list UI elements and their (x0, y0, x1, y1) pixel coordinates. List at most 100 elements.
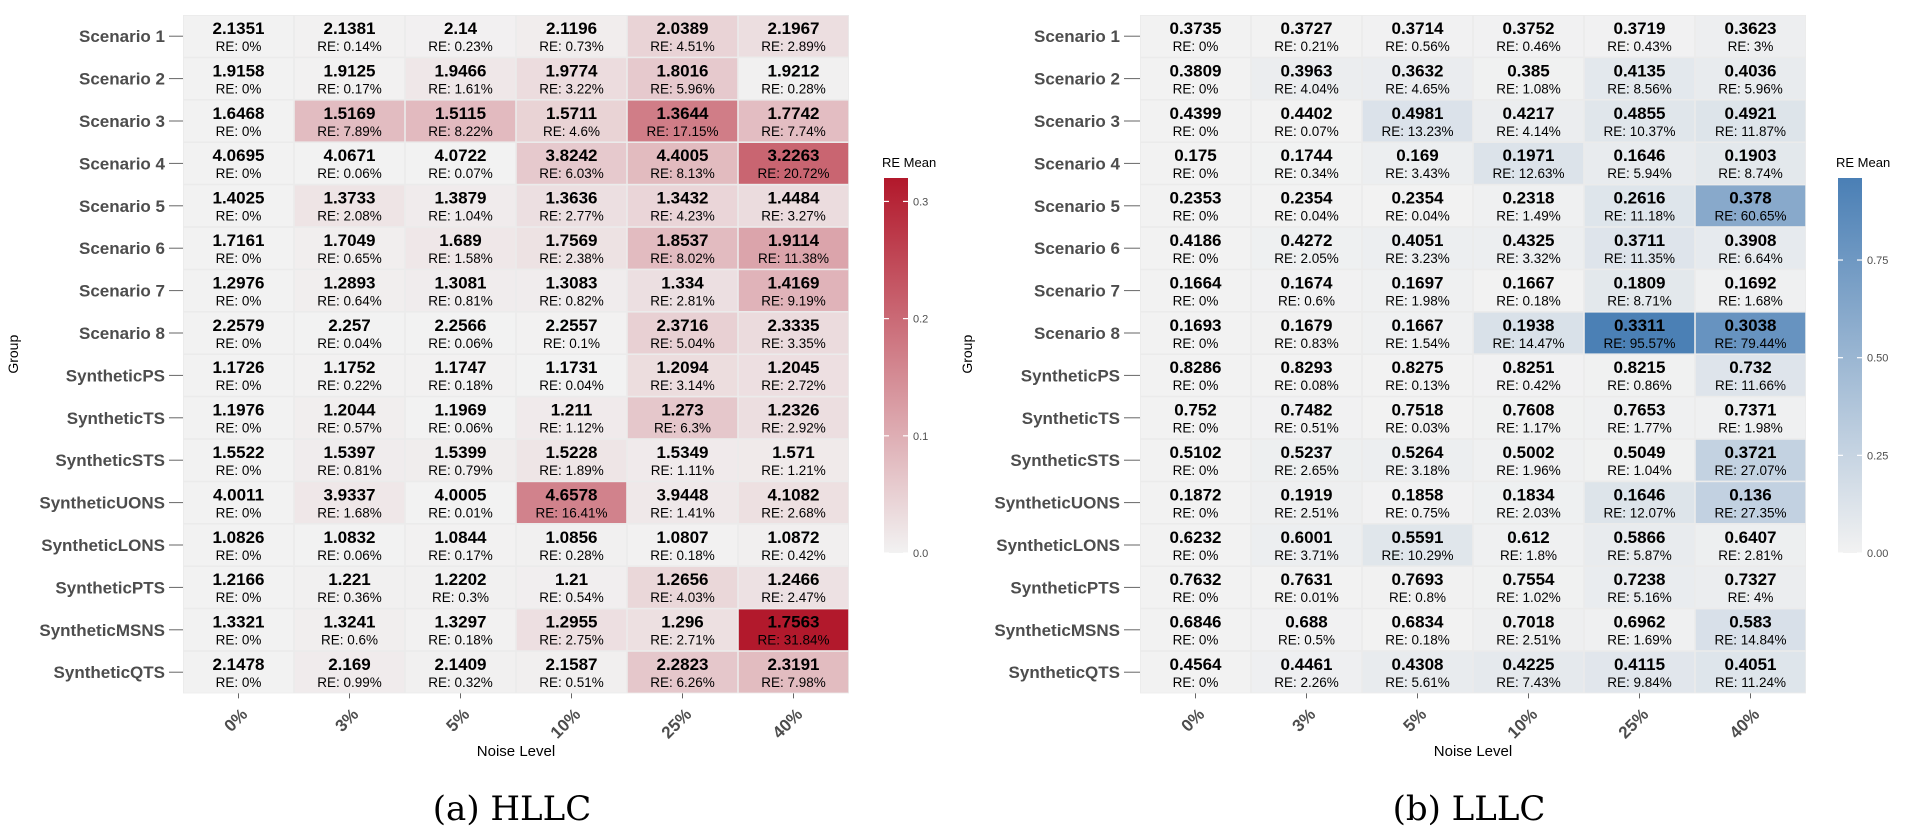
cell-value: 1.9114 (768, 231, 820, 250)
cell-re-label: RE: 1.58% (428, 251, 493, 266)
cell-value: 2.2823 (657, 655, 709, 674)
heatmap-cell (738, 270, 849, 311)
cell-re-label: RE: 0% (1173, 251, 1219, 266)
cell-re-label: RE: 0% (216, 590, 262, 605)
heatmap-cell (1473, 227, 1584, 269)
cell-re-label: RE: 3.35% (761, 336, 826, 351)
cell-re-label: RE: 7.89% (317, 124, 382, 139)
heatmap-cell (294, 58, 405, 99)
cell-re-label: RE: 0.01% (428, 505, 493, 520)
cell-re-label: RE: 0% (216, 81, 262, 96)
cell-value: 0.8286 (1170, 358, 1222, 377)
cell-value: 0.5102 (1170, 443, 1222, 462)
cell-value: 0.3727 (1281, 19, 1333, 38)
heatmap-cell (1140, 482, 1251, 523)
heatmap-cell (738, 15, 849, 57)
heatmap-cell (294, 312, 405, 354)
cell-value: 0.6834 (1392, 613, 1445, 632)
cell-re-label: RE: 0.82% (539, 293, 604, 308)
cell-value: 1.0807 (657, 528, 709, 547)
row-label: Scenario 4 (1034, 154, 1121, 173)
legend-colorbar (884, 178, 908, 553)
heatmap-cell (738, 567, 849, 608)
cell-value: 1.211 (551, 401, 593, 420)
cell-re-label: RE: 0.17% (428, 548, 493, 563)
row-label: SyntheticTS (67, 409, 165, 428)
legend-tick-label: 0.1 (913, 431, 928, 443)
heatmap-cell (1251, 567, 1362, 608)
cell-re-label: RE: 4.03% (650, 590, 715, 605)
cell-re-label: RE: 0% (216, 124, 262, 139)
cell-re-label: RE: 2.26% (1274, 675, 1339, 690)
heatmap-cell (294, 15, 405, 57)
heatmap-cell (183, 524, 294, 566)
cell-value: 1.2166 (213, 570, 265, 589)
heatmap-cell (405, 58, 516, 99)
cell-value: 0.7018 (1503, 613, 1555, 632)
cell-re-label: RE: 0.28% (539, 548, 604, 563)
heatmap-cell (1362, 312, 1473, 354)
x-tick-label: 40% (769, 705, 806, 742)
cell-value: 1.0826 (213, 528, 265, 547)
heatmap-cell (294, 524, 405, 566)
cell-value: 0.4855 (1614, 104, 1666, 123)
cell-re-label: RE: 2.81% (1718, 548, 1783, 563)
cell-re-label: RE: 0.81% (317, 463, 382, 478)
row-label: SyntheticUONS (994, 494, 1120, 513)
cell-value: 0.6232 (1170, 528, 1222, 547)
x-tick-label: 3% (332, 705, 363, 736)
cell-re-label: RE: 0.86% (1607, 378, 1672, 393)
heatmap-cell (183, 609, 294, 651)
cell-re-label: RE: 0% (1173, 209, 1219, 224)
x-tick-label: 10% (547, 705, 584, 742)
heatmap-cell (1473, 524, 1584, 566)
row-label: Scenario 8 (79, 324, 165, 343)
cell-re-label: RE: 14.84% (1714, 633, 1786, 648)
cell-re-label: RE: 11.66% (1715, 378, 1786, 393)
cell-value: 1.1731 (546, 358, 598, 377)
cell-value: 0.3632 (1392, 61, 1444, 80)
cell-value: 2.257 (328, 316, 371, 335)
cell-re-label: RE: 0.54% (539, 590, 604, 605)
cell-value: 1.2045 (768, 358, 820, 377)
cell-re-label: RE: 4.23% (650, 209, 715, 224)
heatmap-cell (516, 651, 627, 693)
heatmap-cell (1584, 482, 1695, 523)
cell-re-label: RE: 16.41% (535, 505, 607, 520)
heatmap-cell (183, 312, 294, 354)
cell-value: 0.169 (1396, 146, 1439, 165)
cell-value: 1.9158 (213, 61, 265, 80)
cell-value: 0.385 (1507, 61, 1550, 80)
cell-re-label: RE: 3% (1728, 39, 1774, 54)
legend-tick-label: 0.25 (1867, 450, 1888, 462)
cell-value: 0.3735 (1170, 19, 1222, 38)
heatmap-cell (516, 15, 627, 57)
cell-re-label: RE: 0% (216, 378, 262, 393)
cell-value: 1.9125 (324, 61, 376, 80)
cell-value: 0.4308 (1392, 655, 1444, 674)
cell-value: 0.732 (1729, 358, 1772, 377)
legend-tick-label: 0.00 (1867, 548, 1888, 560)
heatmap-cell (183, 143, 294, 184)
cell-value: 0.1692 (1725, 273, 1777, 292)
y-axis-title: Group (5, 335, 21, 374)
cell-re-label: RE: 1.98% (1385, 293, 1450, 308)
cell-value: 1.7569 (546, 231, 598, 250)
heatmap-cell (183, 651, 294, 693)
heatmap-cell (1362, 439, 1473, 481)
heatmap-cell (1251, 227, 1362, 269)
cell-value: 1.1969 (435, 401, 487, 420)
heatmap-cell (627, 227, 738, 269)
panel-caption: (b) LLLC (1393, 789, 1546, 829)
cell-value: 1.1747 (435, 358, 487, 377)
cell-value: 0.1919 (1281, 485, 1333, 504)
x-axis-title: Noise Level (477, 743, 555, 760)
heatmap-cell (1362, 143, 1473, 184)
cell-re-label: RE: 0.36% (317, 590, 382, 605)
cell-value: 0.4036 (1725, 61, 1777, 80)
cell-re-label: RE: 9.84% (1607, 675, 1672, 690)
cell-re-label: RE: 0.04% (1274, 209, 1339, 224)
heatmap-cell (1584, 143, 1695, 184)
cell-re-label: RE: 0% (216, 39, 262, 54)
